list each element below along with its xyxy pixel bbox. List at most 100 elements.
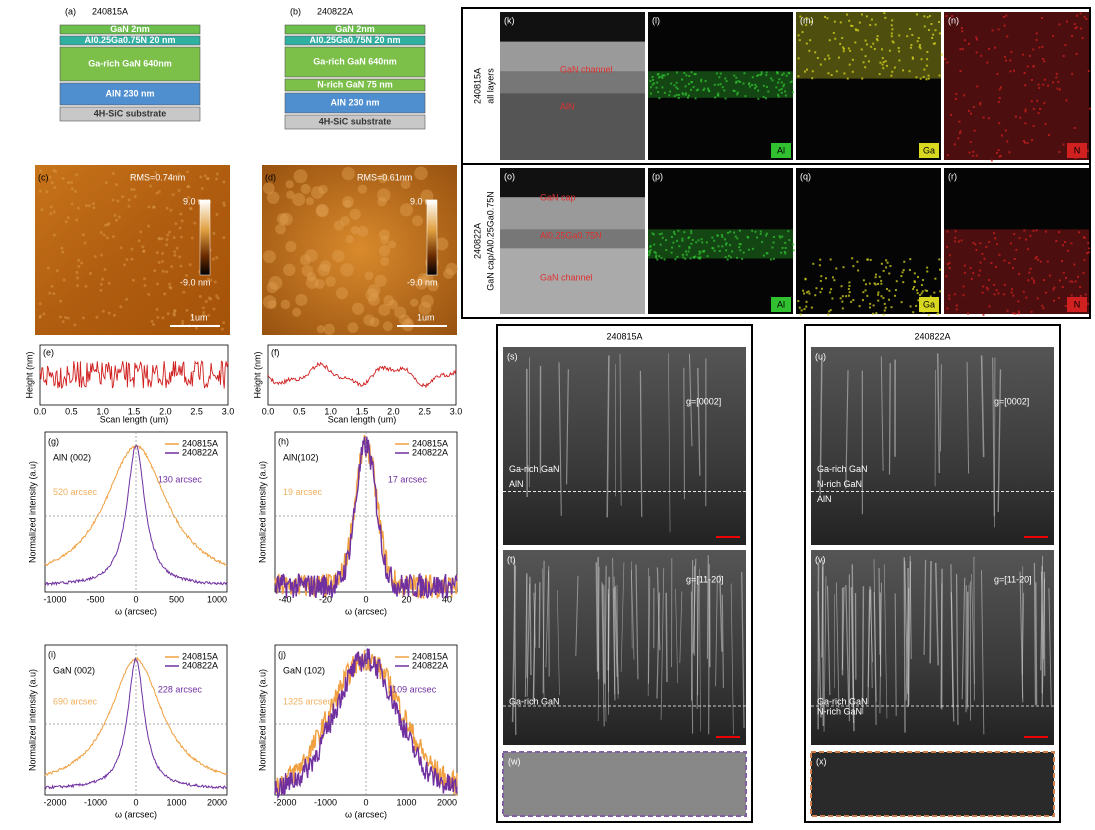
afm-grain <box>76 284 79 287</box>
edx-dot <box>882 297 884 299</box>
dislocation <box>930 561 931 663</box>
edx-dot <box>865 289 867 291</box>
edx-dot <box>877 283 879 285</box>
label: (h) <box>278 436 289 446</box>
afm-grain <box>307 272 316 281</box>
afm-grain <box>133 188 136 191</box>
afm-grain <box>76 271 79 274</box>
afm-grain <box>181 219 184 222</box>
edx-dot <box>917 292 919 294</box>
label: Al <box>777 299 785 309</box>
label: (k) <box>504 15 515 25</box>
edx-dot <box>922 290 924 292</box>
label: 240815A <box>606 331 642 341</box>
afm-grain <box>54 170 57 173</box>
label: AlN <box>509 479 524 489</box>
afm-grain <box>101 278 104 281</box>
afm-grain <box>222 201 225 204</box>
afm-grain <box>71 202 74 205</box>
x-tick-label: -1000 <box>43 594 66 604</box>
afm-grain <box>123 263 126 266</box>
label: 240815A <box>92 6 128 16</box>
afm-grain <box>103 234 106 237</box>
afm-grain <box>445 263 457 275</box>
edx-dot <box>862 291 864 293</box>
afm-grain <box>301 184 311 194</box>
afm-grain <box>285 180 293 188</box>
edx-dot <box>869 303 871 305</box>
colorbar <box>427 200 437 275</box>
label: Height (nm) <box>252 351 262 398</box>
afm-grain <box>207 314 210 317</box>
afm-grain <box>77 265 80 268</box>
afm-grain <box>47 267 50 270</box>
afm-grain <box>104 268 107 271</box>
edx-dot <box>917 276 919 278</box>
afm-grain <box>85 204 88 207</box>
label: 9.0 nm <box>410 196 438 206</box>
afm-grain <box>189 207 192 210</box>
edx-dot <box>915 305 917 307</box>
label: 17 arcsec <box>388 474 428 484</box>
afm-grain <box>358 184 367 193</box>
afm-grain <box>305 249 318 262</box>
edx-dot <box>881 263 883 265</box>
edx-dot <box>916 289 918 291</box>
afm-grain <box>215 213 218 216</box>
label: g=[0002] <box>686 396 721 406</box>
label: N-rich GaN <box>817 706 862 716</box>
tem-image <box>503 752 746 816</box>
edx-dot <box>799 307 801 309</box>
afm-grain <box>92 206 95 209</box>
afm-grain <box>74 190 77 193</box>
edx-dot <box>914 272 916 274</box>
afm-grain <box>173 314 176 317</box>
afm-grain <box>325 276 336 287</box>
afm-grain <box>215 256 218 259</box>
afm-grain <box>104 224 107 227</box>
afm-grain <box>70 181 73 184</box>
edx-dot <box>801 309 803 311</box>
edx-dot <box>880 280 882 282</box>
afm-grain <box>132 279 135 282</box>
afm-grain <box>128 198 131 201</box>
afm-grain <box>40 208 43 211</box>
label: Al0.25Ga0.75N 20 nm <box>84 35 175 45</box>
label: g=[0002] <box>994 396 1029 406</box>
afm-grain <box>56 269 59 272</box>
label: (m) <box>800 15 814 25</box>
afm-grain <box>112 172 115 175</box>
label: (b) <box>290 6 301 16</box>
label: Al0.25Ga0.75N <box>540 230 602 240</box>
label: ω (arcsec) <box>115 606 157 616</box>
edx-dot <box>833 279 835 281</box>
afm-grain <box>102 310 105 313</box>
afm-grain <box>152 323 155 326</box>
legend-label: 240822A <box>412 660 448 670</box>
label: Ga-rich GaN <box>817 696 868 706</box>
edx-dot <box>770 258 772 260</box>
afm-grain <box>173 254 176 257</box>
dislocation <box>994 358 995 528</box>
x-tick-label: -2000 <box>273 797 296 807</box>
edx-dot <box>800 313 802 315</box>
afm-grain <box>414 167 427 180</box>
edx-dot <box>848 285 850 287</box>
label: Scan length (um) <box>328 414 397 424</box>
edx-dot <box>848 295 850 297</box>
label: Ga-rich GaN <box>509 696 560 706</box>
label: -9.0 nm <box>407 277 438 287</box>
afm-grain <box>168 286 171 289</box>
afm-grain <box>350 209 361 220</box>
afm-grain <box>59 300 62 303</box>
afm-grain <box>142 250 145 253</box>
afm-grain <box>130 188 133 191</box>
label: Ga-rich GaN 640nm <box>88 58 172 68</box>
label: (e) <box>43 347 54 357</box>
edx-dot <box>803 293 805 295</box>
edx-dot <box>829 291 831 293</box>
label: AlN (002) <box>53 452 91 462</box>
afm-grain <box>172 193 175 196</box>
afm-grain <box>181 320 184 323</box>
edx-dot <box>819 259 821 261</box>
